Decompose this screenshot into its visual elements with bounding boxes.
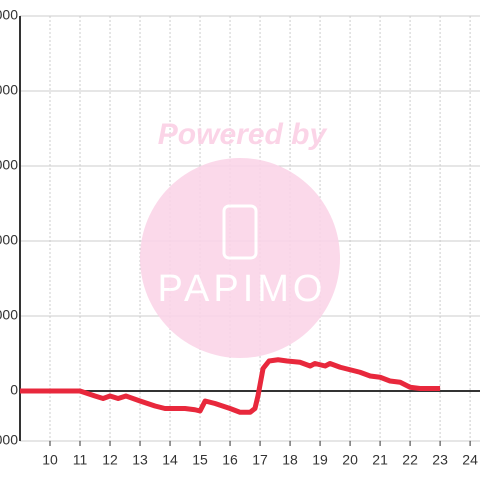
x-tick-label: 10 xyxy=(42,452,58,468)
watermark-phone xyxy=(222,204,258,260)
x-tick-label: 19 xyxy=(312,452,328,468)
y-tick-label: 150,000 xyxy=(0,7,18,23)
x-tick-label: 17 xyxy=(252,452,268,468)
x-tick-label: 15 xyxy=(192,452,208,468)
x-tick-label: 14 xyxy=(162,452,178,468)
x-tick-label: 12 xyxy=(102,452,118,468)
x-tick-label: 16 xyxy=(222,452,238,468)
x-tick-label: 20 xyxy=(342,452,358,468)
x-tick-label: 22 xyxy=(402,452,418,468)
y-tick-label: 120,000 xyxy=(0,82,18,98)
x-tick-label: 24 xyxy=(462,452,478,468)
x-tick-label: 18 xyxy=(282,452,298,468)
watermark-logo: PAPIMO xyxy=(158,268,327,310)
data-line xyxy=(20,357,441,415)
x-tick-label: 11 xyxy=(73,452,88,468)
x-tick-label: 21 xyxy=(372,452,388,468)
x-tick-label: 23 xyxy=(432,452,448,468)
y-tick-label: 30,000 xyxy=(0,307,18,323)
y-tick-label: -20,000 xyxy=(0,432,18,448)
watermark: Powered by PAPIMO xyxy=(140,118,340,358)
y-tick-label: 60,000 xyxy=(0,232,18,248)
watermark-title: Powered by xyxy=(158,118,328,151)
x-tick-label: 13 xyxy=(132,452,148,468)
y-tick-label: 90,000 xyxy=(0,157,18,173)
y-tick-label: 0 xyxy=(10,382,18,398)
